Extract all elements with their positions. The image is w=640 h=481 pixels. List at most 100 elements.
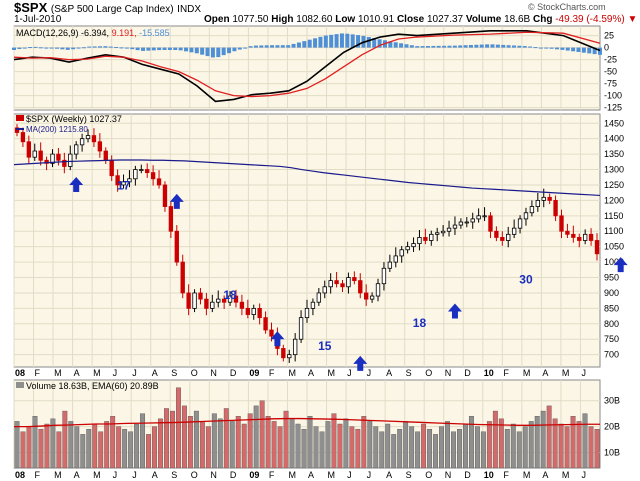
volume-bar: [534, 416, 540, 469]
volume-bar: [146, 434, 151, 469]
macd-y-tick-label: -100: [604, 91, 622, 101]
macd-histogram-bar: [98, 46, 103, 48]
volume-bar: [50, 418, 56, 469]
x-tick-label-volume: J: [132, 470, 137, 480]
volume-bar: [463, 423, 468, 469]
macd-histogram-bar: [528, 46, 533, 48]
macd-histogram-bar: [302, 41, 307, 48]
macd-histogram-bar: [313, 38, 318, 48]
macd-histogram-bar: [565, 47, 570, 51]
x-tick-label-volume: M: [523, 470, 531, 480]
candle-body: [553, 199, 558, 217]
candle-body: [565, 230, 570, 235]
x-tick-label-volume: J: [581, 470, 586, 480]
macd-histogram-bar: [388, 41, 393, 48]
volume-bar: [199, 421, 205, 469]
candle-body: [494, 230, 499, 238]
macd-histogram-bar: [264, 45, 269, 48]
macd-histogram-bar: [339, 33, 344, 48]
candle-body: [198, 292, 203, 300]
volume-bar: [445, 421, 450, 469]
volume-bar: [486, 421, 492, 469]
volume-bar: [379, 431, 385, 469]
macd-histogram-bar: [44, 47, 49, 49]
macd-histogram-bar: [425, 46, 430, 48]
macd-histogram-bar: [415, 46, 420, 48]
price-y-tick-label: 1400: [604, 134, 624, 144]
volume-bar: [558, 423, 564, 469]
volume-bar: [307, 416, 313, 469]
candle-body: [322, 286, 327, 294]
candle-body: [139, 169, 144, 171]
volume-bar: [74, 426, 80, 469]
volume-bar: [98, 431, 104, 469]
x-tick-label-volume: M: [328, 470, 336, 480]
candle-body: [470, 218, 475, 223]
macd-histogram-bar: [334, 34, 339, 48]
volume-bar: [289, 418, 295, 469]
low-label: Low: [335, 14, 356, 25]
macd-histogram-bar: [81, 47, 86, 49]
macd-histogram-bar: [119, 47, 124, 49]
candle-body: [340, 283, 345, 288]
macd-histogram-bar: [33, 46, 38, 48]
price-y-tick-label: 1050: [604, 242, 624, 252]
macd-histogram-bar: [38, 47, 43, 49]
candle-body: [210, 301, 215, 309]
candle-body: [423, 237, 428, 241]
candle-body: [547, 196, 552, 201]
candle-body: [133, 169, 138, 180]
price-y-tick-label: 750: [604, 334, 619, 344]
volume-bar: [134, 423, 140, 469]
x-tick-label-price: F: [269, 368, 275, 378]
candle-body: [405, 246, 410, 251]
x-tick-label-price: A: [386, 368, 392, 378]
volume-title: Volume 18.63B, EMA(60) 20.89B: [26, 381, 159, 391]
candle-body: [251, 307, 256, 315]
volume-bar: [528, 421, 534, 469]
chart-symbol-line: $SPX (S&P 500 Large Cap Index) INDX: [14, 0, 201, 15]
up-arrow-icon: [353, 355, 368, 371]
x-tick-label-price: J: [347, 368, 352, 378]
candle-body: [488, 215, 493, 232]
x-tick-label-price: D: [464, 368, 471, 378]
volume-bar: [277, 426, 283, 469]
macd-histogram-bar: [173, 47, 178, 50]
volume-bar: [594, 428, 600, 469]
volume-bar: [391, 434, 397, 469]
index-name: (S&P 500 Large Cap Index): [50, 4, 174, 15]
macd-histogram-bar: [495, 44, 500, 48]
up-arrow-icon: [270, 331, 285, 347]
macd-histogram-bar: [366, 37, 371, 48]
x-tick-label-price: M: [54, 368, 62, 378]
volume-bar: [582, 413, 588, 469]
macd-histogram-bar: [318, 36, 323, 48]
volume-bar: [158, 418, 163, 469]
candle-body: [50, 153, 55, 164]
price-title: $SPX (Weekly) 1027.37: [26, 114, 122, 124]
macd-y-tick-label: -50: [604, 67, 617, 77]
x-tick-label-price: S: [406, 368, 412, 378]
candle-body: [74, 144, 79, 155]
volume-bar: [439, 426, 444, 469]
candle-body: [91, 135, 97, 143]
x-tick-label-price: J: [581, 368, 586, 378]
macd-histogram-bar: [108, 46, 113, 48]
volume-bar: [116, 426, 122, 469]
x-tick-label-volume: N: [210, 470, 217, 480]
candle-body: [204, 298, 209, 309]
candle-body: [85, 135, 91, 140]
macd-histogram-bar: [544, 47, 549, 49]
macd-histogram-bar: [436, 45, 441, 48]
x-tick-label-volume: N: [445, 470, 452, 480]
macd-histogram-bar: [501, 44, 506, 48]
macd-histogram-bar: [442, 45, 447, 48]
volume-bar: [498, 418, 504, 469]
volume-bar: [480, 431, 486, 469]
volume-bar: [516, 431, 522, 469]
candle-body: [559, 215, 564, 232]
volume-bar: [235, 416, 241, 469]
open-value: 1077.50: [232, 14, 269, 25]
candle-body: [435, 232, 440, 235]
